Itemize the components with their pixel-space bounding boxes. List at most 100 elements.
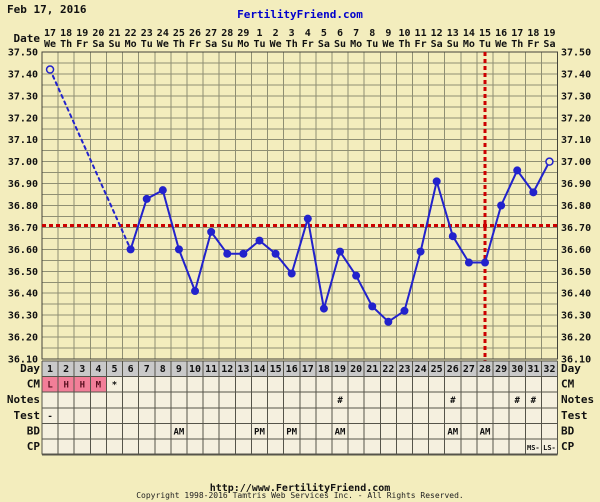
date-number: 2 [273, 28, 279, 39]
row-label-right: Test [561, 409, 588, 422]
day-cell-value: 2 [63, 364, 69, 375]
date-weekday: We [157, 39, 169, 50]
date-number: 1 [256, 28, 262, 39]
date-weekday: Su [334, 39, 346, 50]
day-cell-value: 22 [382, 364, 394, 375]
bd-cell-value: AM [335, 427, 346, 437]
temp-point [529, 188, 538, 197]
date-number: 4 [305, 28, 311, 39]
date-number: 11 [415, 28, 427, 39]
cm-cell-value: H [80, 381, 85, 391]
row-label-left: Day [20, 362, 40, 375]
row-label-left: CM [27, 378, 41, 391]
bd-cell-value: AM [480, 427, 491, 437]
date-weekday: Th [173, 39, 185, 50]
day-cell-value: 16 [286, 364, 298, 375]
y-tick-right: 37.20 [561, 113, 591, 124]
notes-cell-value: # [337, 396, 343, 406]
footer-copyright: Copyright 1998-2016 Tamtris Web Services… [136, 491, 464, 500]
temp-point [126, 245, 135, 254]
temp-point [207, 227, 216, 236]
temperature-points [45, 65, 554, 326]
temp-point [239, 249, 248, 258]
site-title-link[interactable]: FertilityFriend.com [237, 8, 363, 21]
day-cell-value: 31 [527, 364, 539, 375]
cm-pink-cell [58, 376, 75, 393]
temp-point-open [45, 65, 55, 74]
date-axis-label: Date [14, 32, 41, 45]
date-weekday: Sa [92, 39, 104, 50]
cm-pink-cell [42, 376, 59, 393]
date-weekday: We [270, 39, 282, 50]
y-tick-left: 36.20 [8, 333, 38, 344]
y-tick-right: 36.40 [561, 289, 591, 300]
y-tick-left: 37.30 [8, 91, 38, 102]
date-number: 23 [141, 28, 153, 39]
temp-point [464, 258, 473, 267]
date-number: 22 [125, 28, 137, 39]
date-weekday: Tu [366, 39, 378, 50]
temp-point [255, 236, 264, 245]
date-number: 9 [385, 28, 391, 39]
y-tick-right: 37.30 [561, 91, 591, 102]
test-cell-value: - [47, 412, 52, 422]
day-cell-value: 24 [415, 364, 427, 375]
date-number: 3 [289, 28, 295, 39]
temp-point [432, 177, 441, 186]
day-cell-value: 3 [79, 364, 85, 375]
temp-point [416, 247, 425, 256]
y-tick-left: 37.00 [8, 157, 38, 168]
date-number: 29 [237, 28, 249, 39]
temp-point [223, 249, 232, 258]
day-cell-value: 1 [47, 364, 53, 375]
row-label-left: Notes [7, 393, 40, 406]
day-cell-value: 9 [176, 364, 182, 375]
date-weekday: Mo [350, 39, 362, 50]
day-cell-value: 32 [543, 364, 555, 375]
date-number: 20 [92, 28, 104, 39]
date-number: 5 [321, 28, 327, 39]
date-weekday: Sa [431, 39, 443, 50]
y-tick-right: 36.20 [561, 333, 591, 344]
temp-point [271, 249, 280, 258]
cp-cell-value: LS- [543, 444, 556, 452]
date-weekday: Tu [141, 39, 153, 50]
y-tick-left: 37.10 [8, 135, 38, 146]
date-number: 19 [76, 28, 88, 39]
date-number: 17 [511, 28, 523, 39]
missing-days-dashed-segment [49, 68, 132, 251]
cm-cell-value: L [47, 381, 53, 391]
day-cell-value: 26 [447, 364, 459, 375]
date-number: 27 [205, 28, 217, 39]
temp-point [368, 302, 377, 311]
date-weekday: Mo [463, 39, 475, 50]
day-cell-value: 14 [253, 364, 265, 375]
date-number: 28 [221, 28, 233, 39]
date-weekday: We [44, 39, 56, 50]
y-tick-left: 36.30 [8, 311, 38, 322]
date-weekday: We [495, 39, 507, 50]
y-tick-right: 37.50 [561, 48, 591, 59]
row-label-left: Test [14, 409, 41, 422]
date-number: 25 [173, 28, 185, 39]
day-cell-value: 27 [463, 364, 475, 375]
footer-url-link[interactable]: http://www.FertilityFriend.com [209, 483, 391, 494]
date-weekday: Tu [253, 39, 265, 50]
row-label-left: CP [27, 440, 41, 453]
footer-url-wrap: http://www.FertilityFriend.com [0, 476, 600, 495]
date-weekday: Fr [76, 39, 88, 50]
y-tick-left: 36.80 [8, 201, 38, 212]
day-cell-value: 10 [189, 364, 201, 375]
day-cell-value: 29 [495, 364, 507, 375]
day-cell-value: 5 [111, 364, 117, 375]
bd-cell-value: AM [447, 427, 458, 437]
y-tick-right: 36.10 [561, 355, 591, 366]
temp-point [481, 258, 490, 267]
date-weekday: Th [511, 39, 523, 50]
date-number: 8 [369, 28, 375, 39]
date-weekday: Fr [302, 39, 314, 50]
y-tick-left: 36.40 [8, 289, 38, 300]
cp-cell-value: MS- [527, 444, 540, 452]
date-number: 18 [527, 28, 539, 39]
